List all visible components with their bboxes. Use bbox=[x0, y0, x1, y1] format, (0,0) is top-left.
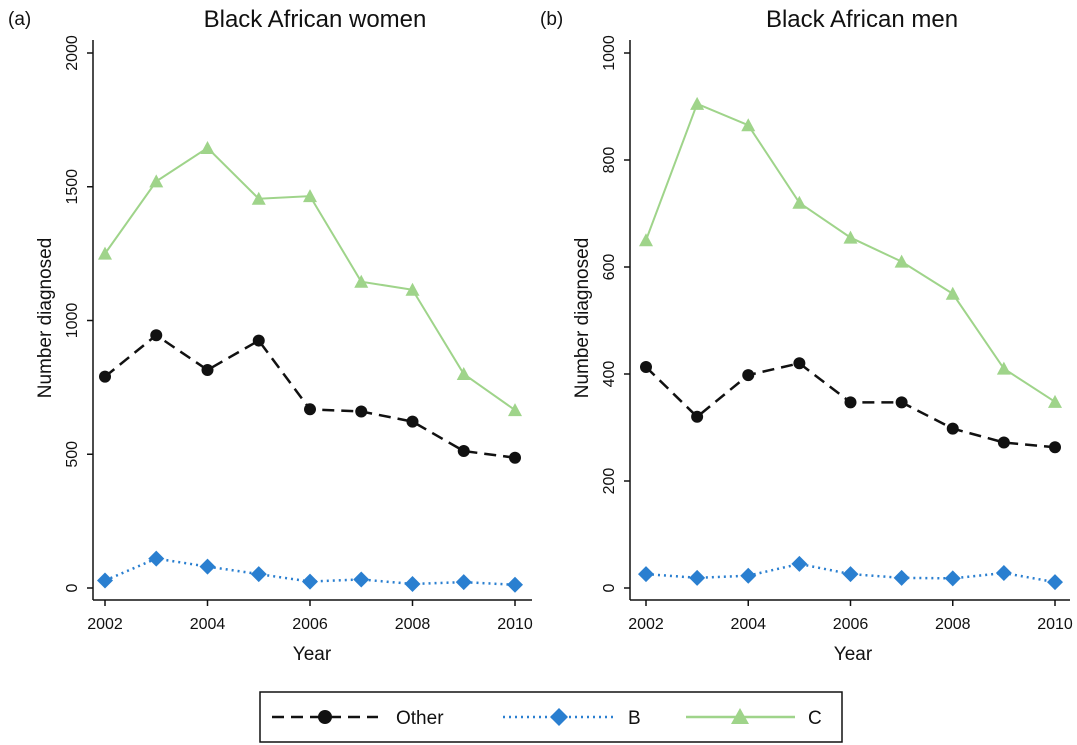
panel-a-y-tick-label: 0 bbox=[64, 583, 81, 592]
panel-b-series-b-point bbox=[791, 555, 808, 572]
panel-a-series-b-point bbox=[507, 576, 523, 593]
panel-a-x-tick-label: 2010 bbox=[497, 616, 533, 633]
panel-a-series-other-point bbox=[201, 363, 214, 376]
panel-a-xlabel: Year bbox=[293, 644, 332, 665]
panel-a-y-tick-label: 500 bbox=[64, 441, 81, 468]
panel-a-y-tick-label: 1000 bbox=[64, 303, 81, 339]
panel-a-series-other-point bbox=[457, 445, 470, 458]
panel-b-series-c-point bbox=[741, 118, 756, 132]
panel-a-title: Black African women bbox=[204, 6, 427, 33]
legend-c-marker bbox=[731, 708, 749, 724]
panel-a-series-b-point bbox=[199, 558, 216, 575]
panel-a-series-other-point bbox=[406, 415, 419, 428]
panel-b-series-other-point bbox=[895, 396, 908, 409]
panel-a-y-tick-label: 1500 bbox=[64, 169, 81, 205]
panel-b-y-tick-label: 800 bbox=[601, 147, 618, 174]
panel-a-ylabel: Number diagnosed bbox=[35, 238, 56, 399]
panel-b-xlabel: Year bbox=[834, 644, 873, 665]
panel-b-series-b-point bbox=[893, 569, 910, 586]
panel-a-x-tick-label: 2002 bbox=[87, 616, 123, 633]
panel-a-y-tick-label: 2000 bbox=[64, 35, 81, 71]
panel-a-series-c-point bbox=[456, 367, 471, 380]
panel-b-y-tick-label: 0 bbox=[601, 583, 618, 592]
panel-b-series-b-point bbox=[1047, 574, 1063, 591]
panel-b-series-other-point bbox=[742, 369, 755, 382]
panel-b-series-other-point bbox=[844, 396, 857, 409]
legend-b-marker bbox=[550, 708, 568, 726]
panel-b-x-tick-label: 2010 bbox=[1037, 616, 1073, 633]
panel-b-series-c-point bbox=[639, 233, 653, 247]
panel-b-series-b-point bbox=[689, 569, 706, 586]
panel-b-series-other-point bbox=[793, 357, 806, 370]
panel-a-series-c-point bbox=[405, 282, 420, 296]
panel-b-ylabel: Number diagnosed bbox=[572, 238, 593, 399]
panel-b-y-tick-label: 600 bbox=[601, 254, 618, 281]
panel-b-x-tick-label: 2008 bbox=[935, 616, 971, 633]
legend-b-label: B bbox=[628, 708, 641, 729]
panel-b-series-other-point bbox=[997, 436, 1010, 449]
legend-other-marker bbox=[318, 710, 332, 724]
panel-b-series-other-point bbox=[640, 361, 652, 374]
panel-b-y-tick-label: 1000 bbox=[601, 35, 618, 71]
panel-a-series-other-point bbox=[355, 405, 368, 418]
panel-a-label: (a) bbox=[8, 9, 31, 30]
panel-a-series-other-point bbox=[304, 403, 316, 416]
panel-b-series-b-point bbox=[740, 567, 757, 584]
panel-b-x-tick-label: 2006 bbox=[833, 616, 869, 633]
legend-c-label: C bbox=[808, 708, 822, 729]
panel-a-series-c-point bbox=[354, 274, 369, 288]
panel-a-series-c-point bbox=[251, 191, 266, 205]
panel-a-series-b-point bbox=[353, 571, 370, 588]
plot-layer: 2002 2004 2006 2008 201005001000150020002002… bbox=[64, 35, 1073, 633]
panel-a-x-tick-label: 2006 bbox=[292, 616, 328, 633]
panel-a-series-b-point bbox=[148, 550, 165, 567]
panel-b-series-b-point bbox=[842, 566, 859, 583]
panel-b-series-c-point bbox=[945, 286, 960, 300]
panel-b-title: Black African men bbox=[766, 6, 958, 33]
panel-b-series-c-point bbox=[894, 254, 909, 268]
panel-a-series-b-point bbox=[404, 575, 421, 592]
panel-b-y-tick-label: 400 bbox=[601, 361, 618, 388]
panel-b-series-c-point bbox=[1048, 394, 1062, 408]
panel-a-series-b-point bbox=[250, 566, 267, 583]
panel-a-series-c-point bbox=[200, 140, 215, 154]
panel-a-series-b-point bbox=[455, 574, 472, 591]
panel-b-series-c-point bbox=[843, 230, 858, 244]
panel-b-series-b-point bbox=[995, 565, 1012, 582]
panel-b-series-b-point bbox=[944, 570, 961, 587]
panel-b-x-tick-label: 2002 bbox=[628, 616, 664, 633]
panel-b-label: (b) bbox=[540, 9, 563, 30]
panel-b-series-c-point bbox=[792, 195, 807, 209]
panel-b-series-other-point bbox=[1049, 441, 1061, 454]
panel-b-y-tick-label: 200 bbox=[601, 468, 618, 495]
panel-a-series-other-point bbox=[99, 370, 111, 383]
panel-b-series-b-point bbox=[638, 566, 654, 583]
panel-a-series-other-point bbox=[252, 334, 265, 347]
panel-a-series-other-point bbox=[150, 329, 163, 342]
panel-a-x-tick-label: 2008 bbox=[395, 616, 431, 633]
panel-b-x-tick-label: 2004 bbox=[730, 616, 766, 633]
legend: Other B C bbox=[259, 691, 843, 743]
panel-a-series-b-point bbox=[97, 572, 113, 589]
panel-a-series-c-point bbox=[149, 174, 164, 188]
panel-b-series-c-point bbox=[690, 96, 705, 110]
panel-a-series-b-point bbox=[302, 573, 318, 590]
panel-a-series-c-point bbox=[303, 189, 317, 203]
panel-a-series-c-point bbox=[508, 403, 522, 417]
panel-a-series-other-point bbox=[509, 451, 521, 464]
legend-other-label: Other bbox=[396, 708, 444, 729]
panel-b-series-b-line bbox=[645, 562, 1056, 584]
panel-a-series-c-point bbox=[98, 246, 112, 260]
panel-b-series-other-point bbox=[691, 410, 704, 423]
panel-b-series-other-point bbox=[946, 422, 959, 435]
panel-b-series-c-point bbox=[996, 361, 1011, 375]
panel-a-x-tick-label: 2004 bbox=[190, 616, 226, 633]
